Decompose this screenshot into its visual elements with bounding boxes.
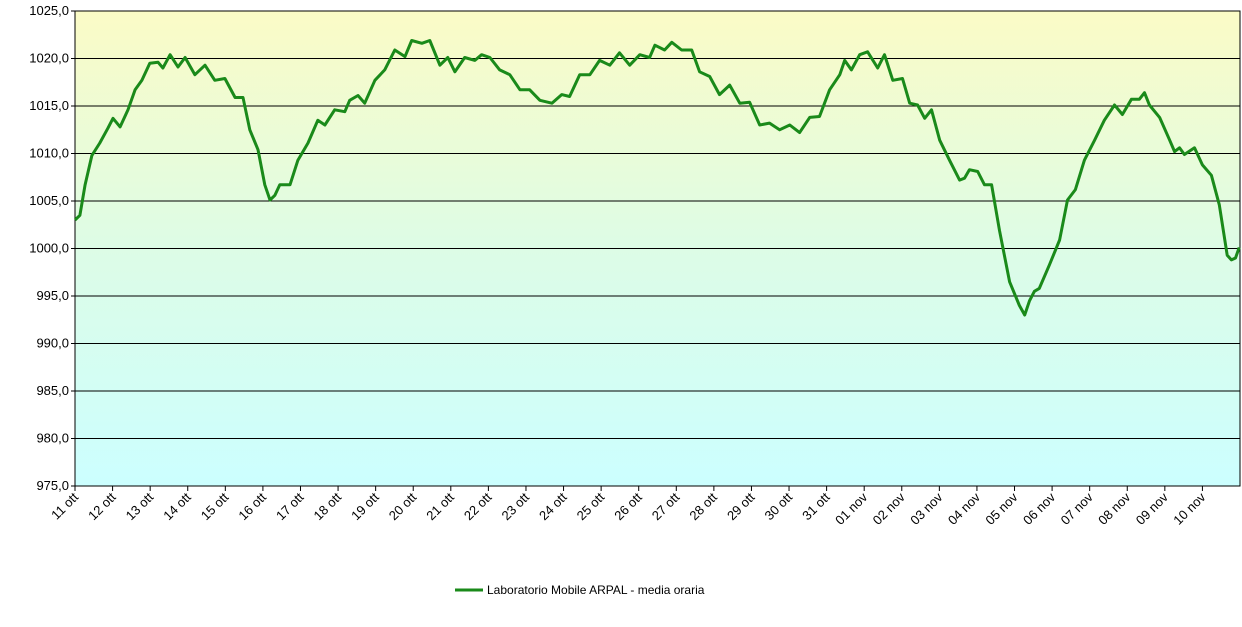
x-tick-label: 11 ott xyxy=(48,489,81,522)
x-tick-label: 05 nov xyxy=(982,489,1021,528)
x-tick-label: 01 nov xyxy=(832,489,871,528)
x-tick-label: 29 ott xyxy=(724,489,758,523)
x-tick-label: 25 ott xyxy=(574,489,608,523)
x-tick-label: 04 nov xyxy=(945,489,984,528)
x-tick-label: 31 ott xyxy=(799,489,833,523)
x-tick-label: 24 ott xyxy=(536,489,570,523)
y-tick-label: 980,0 xyxy=(36,431,69,446)
x-tick-label: 23 ott xyxy=(498,489,532,523)
y-tick-label: 1005,0 xyxy=(29,193,69,208)
y-tick-label: 1010,0 xyxy=(29,146,69,161)
x-tick-label: 16 ott xyxy=(235,489,269,523)
x-tick-label: 10 nov xyxy=(1170,489,1209,528)
y-tick-label: 1015,0 xyxy=(29,98,69,113)
x-tick-label: 17 ott xyxy=(273,489,307,523)
x-tick-label: 14 ott xyxy=(160,489,194,523)
x-tick-label: 27 ott xyxy=(649,489,683,523)
y-tick-label: 985,0 xyxy=(36,383,69,398)
x-tick-label: 09 nov xyxy=(1133,489,1172,528)
x-tick-label: 03 nov xyxy=(907,489,946,528)
x-tick-label: 02 nov xyxy=(870,489,909,528)
x-tick-label: 28 ott xyxy=(686,489,720,523)
y-tick-label: 995,0 xyxy=(36,288,69,303)
x-tick-label: 18 ott xyxy=(311,489,345,523)
x-tick-label: 30 ott xyxy=(762,489,796,523)
x-tick-label: 21 ott xyxy=(423,489,457,523)
x-tick-label: 15 ott xyxy=(198,489,232,523)
x-tick-label: 07 nov xyxy=(1058,489,1097,528)
y-tick-label: 1000,0 xyxy=(29,241,69,256)
x-tick-label: 26 ott xyxy=(611,489,645,523)
x-tick-label: 19 ott xyxy=(348,489,382,523)
y-tick-label: 975,0 xyxy=(36,478,69,493)
legend-label: Laboratorio Mobile ARPAL - media oraria xyxy=(487,583,705,597)
y-tick-label: 1025,0 xyxy=(29,3,69,18)
x-tick-label: 08 nov xyxy=(1095,489,1134,528)
y-tick-label: 1020,0 xyxy=(29,51,69,66)
x-tick-label: 20 ott xyxy=(386,489,420,523)
x-tick-label: 06 nov xyxy=(1020,489,1059,528)
data-line xyxy=(73,39,1241,317)
x-tick-label: 22 ott xyxy=(461,489,495,523)
x-tick-label: 13 ott xyxy=(123,489,157,523)
x-tick-label: 12 ott xyxy=(85,489,119,523)
y-tick-label: 990,0 xyxy=(36,336,69,351)
